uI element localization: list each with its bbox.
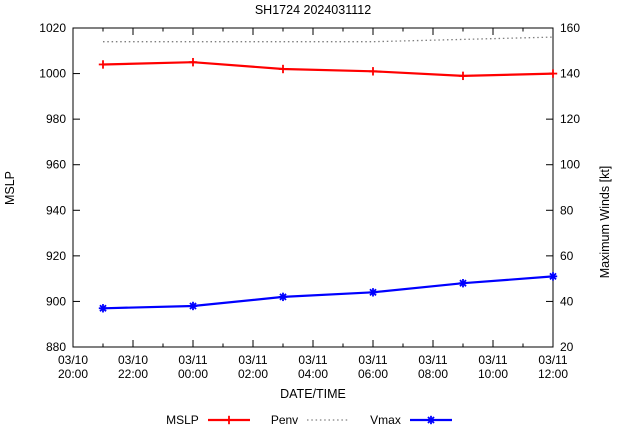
y-left-tick-label: 980: [46, 112, 66, 126]
x-tick-label-date: 03/11: [478, 353, 507, 367]
y-left-tick-label: 880: [46, 340, 66, 354]
vmax-marker: [369, 288, 377, 296]
series-penv: [103, 36, 554, 43]
y-right-tick-label: 120: [560, 112, 580, 126]
vmax-marker: [279, 293, 287, 301]
x-axis-label: DATE/TIME: [280, 387, 346, 401]
x-tick-label-date: 03/11: [538, 353, 567, 367]
chart-legend: MSLP Penv Vmax: [0, 411, 619, 429]
legend-sample-penv: [307, 419, 350, 421]
x-tick-label-time: 12:00: [538, 367, 568, 381]
plot-area: 03/1020:0003/1022:0003/1100:0003/1102:00…: [39, 21, 580, 381]
y-right-tick-label: 100: [560, 158, 580, 172]
legend-entry-vmax: Vmax: [370, 413, 453, 427]
y-axis-label-mslp: MSLP: [3, 171, 17, 205]
legend-entry-mslp: MSLP: [166, 413, 251, 427]
x-tick-label-date: 03/10: [58, 353, 88, 367]
series-vmax-line: [102, 275, 554, 310]
x-tick-label-date: 03/11: [358, 353, 387, 367]
y-right-tick-label: 140: [560, 67, 580, 81]
legend-sample-marker: [427, 416, 435, 424]
y-right-tick-label: 160: [560, 21, 580, 35]
x-tick-label-date: 03/10: [118, 353, 148, 367]
y-left-tick-label: 1000: [39, 67, 66, 81]
vmax-marker: [189, 302, 197, 310]
x-tick-label-date: 03/11: [298, 353, 327, 367]
x-tick-label-time: 06:00: [358, 367, 388, 381]
y-left-tick-label: 900: [46, 294, 66, 308]
legend-label-vmax: Vmax: [370, 413, 401, 427]
y-left-tick-label: 940: [46, 203, 66, 217]
legend-label-penv: Penv: [270, 413, 299, 427]
y-axis-label-max-winds: Maximum Winds [kt]: [598, 166, 612, 279]
x-tick-label-time: 10:00: [478, 367, 508, 381]
y-right-tick-label: 20: [560, 340, 574, 354]
y-left-tick-label: 960: [46, 158, 66, 172]
y-left-tick-label: 920: [46, 249, 66, 263]
vmax-marker: [459, 279, 467, 287]
x-tick-label-date: 03/11: [418, 353, 447, 367]
chart-title: SH1724 2024031112: [255, 3, 371, 17]
series-penv-line: [103, 36, 554, 43]
x-tick-label-time: 04:00: [298, 367, 328, 381]
series-mslp: [98, 57, 558, 81]
y-right-tick-label: 80: [560, 203, 574, 217]
legend-label-mslp: MSLP: [166, 413, 199, 427]
x-tick-label-time: 20:00: [58, 367, 88, 381]
series-vmax: [98, 272, 558, 313]
legend-sample-vmax: [409, 415, 452, 425]
vmax-marker: [99, 304, 107, 312]
y-right-tick-label: 40: [560, 294, 574, 308]
x-tick-label-time: 22:00: [118, 367, 148, 381]
x-tick-label-time: 08:00: [418, 367, 448, 381]
x-tick-label-time: 02:00: [238, 367, 268, 381]
legend-entry-penv: Penv: [271, 413, 350, 427]
y-left-tick-label: 1020: [39, 21, 66, 35]
x-tick-label-date: 03/11: [238, 353, 267, 367]
vmax-marker: [549, 272, 557, 281]
series-mslp-line: [102, 61, 554, 78]
legend-sample-mslp: [207, 415, 250, 425]
y-right-tick-label: 60: [560, 249, 574, 263]
x-tick-label-time: 00:00: [178, 367, 208, 381]
x-tick-label-date: 03/11: [178, 353, 207, 367]
